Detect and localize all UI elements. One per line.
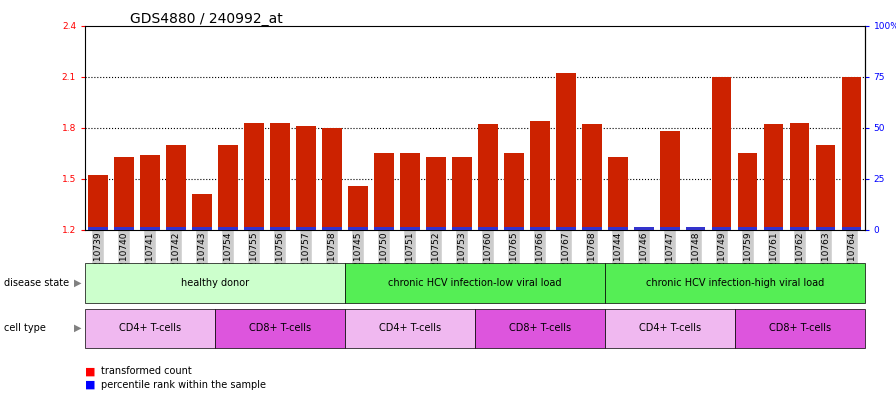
Bar bbox=[764, 124, 783, 230]
Bar bbox=[660, 227, 679, 230]
Text: cell type: cell type bbox=[4, 323, 47, 333]
Bar bbox=[89, 175, 108, 230]
Bar bbox=[115, 157, 134, 230]
Text: ▶: ▶ bbox=[74, 323, 82, 333]
Bar bbox=[375, 153, 393, 230]
Text: healthy donor: healthy donor bbox=[181, 278, 249, 288]
Bar bbox=[271, 123, 289, 230]
Bar bbox=[115, 227, 134, 230]
Bar bbox=[816, 145, 835, 230]
Bar bbox=[738, 227, 757, 230]
Bar bbox=[738, 153, 757, 230]
Bar bbox=[219, 227, 237, 230]
Bar bbox=[375, 227, 393, 230]
Bar bbox=[582, 227, 601, 230]
Bar bbox=[608, 157, 627, 230]
Bar bbox=[323, 227, 341, 230]
Bar bbox=[167, 227, 185, 230]
Bar bbox=[193, 227, 211, 230]
Bar bbox=[634, 227, 653, 230]
Bar bbox=[686, 227, 705, 230]
Bar bbox=[712, 77, 731, 230]
Bar bbox=[323, 128, 341, 230]
Bar bbox=[401, 153, 419, 230]
Bar bbox=[790, 123, 809, 230]
Bar bbox=[790, 227, 809, 230]
Bar bbox=[141, 155, 159, 230]
Text: CD4+ T-cells: CD4+ T-cells bbox=[119, 323, 181, 333]
Bar bbox=[660, 131, 679, 230]
Text: percentile rank within the sample: percentile rank within the sample bbox=[101, 380, 266, 390]
Text: CD4+ T-cells: CD4+ T-cells bbox=[379, 323, 441, 333]
Bar bbox=[141, 227, 159, 230]
Bar bbox=[89, 227, 108, 230]
Bar bbox=[530, 227, 549, 230]
Bar bbox=[452, 227, 471, 230]
Bar bbox=[842, 227, 861, 230]
Bar bbox=[816, 227, 835, 230]
Bar bbox=[842, 77, 861, 230]
Bar bbox=[478, 124, 497, 230]
Bar bbox=[764, 227, 783, 230]
Bar bbox=[426, 157, 445, 230]
Bar bbox=[608, 227, 627, 230]
Text: CD4+ T-cells: CD4+ T-cells bbox=[639, 323, 701, 333]
Text: ■: ■ bbox=[85, 380, 96, 390]
Bar bbox=[271, 227, 289, 230]
Bar bbox=[349, 185, 367, 230]
Text: CD8+ T-cells: CD8+ T-cells bbox=[509, 323, 571, 333]
Bar bbox=[167, 145, 185, 230]
Bar bbox=[297, 126, 315, 230]
Bar bbox=[530, 121, 549, 230]
Bar bbox=[712, 227, 731, 230]
Bar bbox=[219, 145, 237, 230]
Bar bbox=[504, 227, 523, 230]
Bar bbox=[245, 227, 263, 230]
Bar bbox=[401, 227, 419, 230]
Bar bbox=[245, 123, 263, 230]
Text: GDS4880 / 240992_at: GDS4880 / 240992_at bbox=[130, 12, 282, 26]
Text: ▶: ▶ bbox=[74, 278, 82, 288]
Bar bbox=[452, 157, 471, 230]
Bar bbox=[504, 153, 523, 230]
Bar bbox=[582, 124, 601, 230]
Bar bbox=[426, 227, 445, 230]
Text: CD8+ T-cells: CD8+ T-cells bbox=[249, 323, 311, 333]
Text: CD8+ T-cells: CD8+ T-cells bbox=[769, 323, 831, 333]
Bar bbox=[297, 227, 315, 230]
Text: chronic HCV infection-high viral load: chronic HCV infection-high viral load bbox=[646, 278, 823, 288]
Bar bbox=[556, 227, 575, 230]
Bar bbox=[193, 194, 211, 230]
Text: ■: ■ bbox=[85, 366, 96, 376]
Bar bbox=[556, 73, 575, 230]
Text: chronic HCV infection-low viral load: chronic HCV infection-low viral load bbox=[388, 278, 562, 288]
Bar bbox=[478, 227, 497, 230]
Text: transformed count: transformed count bbox=[101, 366, 192, 376]
Text: disease state: disease state bbox=[4, 278, 70, 288]
Bar bbox=[349, 227, 367, 230]
